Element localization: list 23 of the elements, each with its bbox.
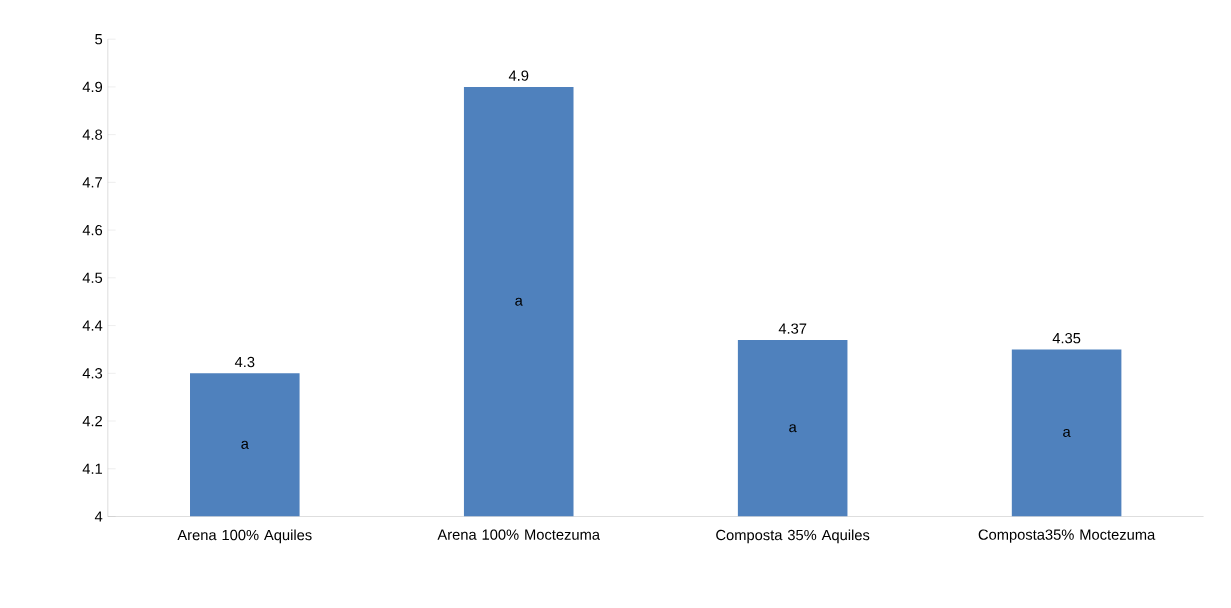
data-label: 4.9 (508, 70, 529, 82)
x-tick-label: Arena 100% Aquiles (177, 529, 312, 544)
data-label: 4.3 (234, 356, 255, 368)
annotation: a (789, 424, 797, 433)
data-label: 4.37 (778, 323, 807, 334)
y-tick-label: 4.2 (82, 416, 102, 427)
y-tick-label: 5 (95, 34, 103, 45)
x-tick-label: Composta 35% Aquiles (716, 529, 870, 544)
annotation: a (241, 441, 249, 450)
x-tick-label: Composta35% Moctezuma (978, 529, 1156, 543)
y-tick-label: 4.3 (82, 368, 103, 379)
y-tick-label: 4.5 (82, 272, 103, 284)
y-tick-label: 4 (94, 511, 103, 522)
y-tick-label: 4.7 (82, 177, 102, 188)
y-tick-label: 4.8 (82, 129, 103, 141)
data-label: 4.35 (1052, 333, 1081, 344)
y-tick-label: 4.6 (82, 225, 103, 236)
annotation: a (1063, 429, 1071, 438)
annotation: a (515, 297, 523, 306)
y-tick-label: 4.4 (82, 320, 103, 331)
y-tick-label: 4.9 (82, 81, 103, 93)
x-tick-label: Arena 100% Moctezuma (437, 529, 601, 540)
y-tick-label: 4.1 (82, 463, 103, 474)
